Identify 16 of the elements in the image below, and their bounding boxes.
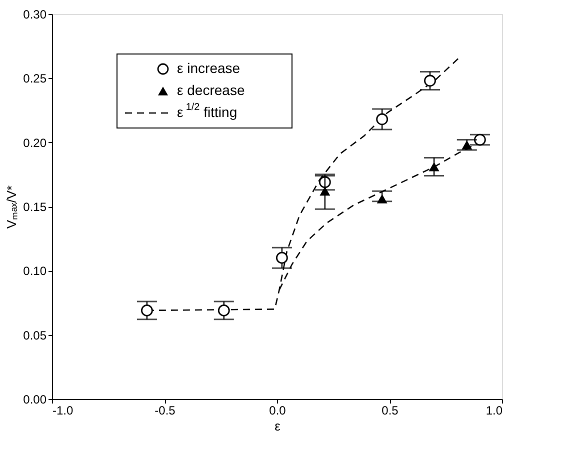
x-tick-label: 0.0 — [269, 404, 286, 418]
x-tick-label: 0.5 — [382, 404, 399, 418]
legend-label: ε decrease — [177, 82, 245, 98]
y-tick-label: 0.30 — [23, 8, 47, 22]
y-tick-label: 0.15 — [23, 200, 47, 214]
y-tick-label: 0.25 — [23, 72, 47, 86]
y-tick-label: 0.05 — [23, 328, 47, 342]
x-tick-label: -0.5 — [154, 404, 176, 418]
y-tick-label: 0.20 — [23, 136, 47, 150]
legend-label: ε increase — [177, 60, 240, 76]
y-axis-title: Vₘₐₓ/V* — [4, 185, 20, 229]
x-tick-label: 1.0 — [486, 404, 503, 418]
x-axis-title: ε — [274, 418, 281, 434]
x-tick-label: -1.0 — [52, 404, 74, 418]
y-tick-label: 0.10 — [23, 264, 47, 278]
y-tick-label: 0.00 — [23, 392, 47, 406]
